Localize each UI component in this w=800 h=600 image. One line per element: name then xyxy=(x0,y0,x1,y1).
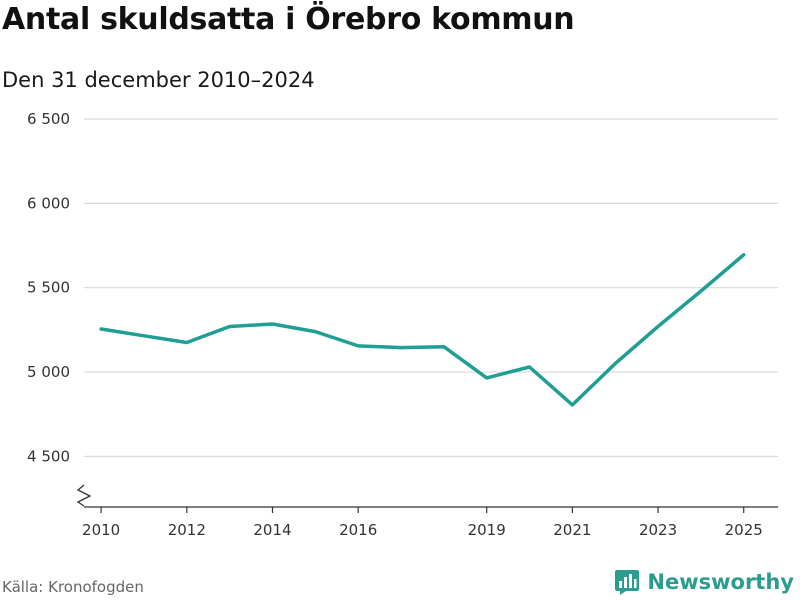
brand-logo: Newsworthy xyxy=(614,568,794,596)
x-tick-label: 2012 xyxy=(168,521,206,539)
chart-subtitle: Den 31 december 2010–2024 xyxy=(2,68,315,92)
source-note: Källa: Kronofogden xyxy=(2,578,144,596)
y-axis-break-icon xyxy=(76,484,92,507)
x-tick-label: 2014 xyxy=(253,521,291,539)
x-tick-label: 2025 xyxy=(725,521,763,539)
series-line xyxy=(99,253,746,407)
newsworthy-logo-icon xyxy=(615,570,640,595)
x-tick-label: 2010 xyxy=(82,521,120,539)
y-tick-label: 5 500 xyxy=(27,279,70,297)
x-tick-label: 2019 xyxy=(468,521,506,539)
y-tick-label: 4 500 xyxy=(27,447,70,465)
chart-title: Antal skuldsatta i Örebro kommun xyxy=(2,2,575,37)
y-tick-label: 6 500 xyxy=(27,110,70,128)
y-tick-label: 6 000 xyxy=(27,194,70,212)
brand-name: Newsworthy xyxy=(647,570,794,594)
x-tick-label: 2023 xyxy=(639,521,677,539)
y-tick-label: 5 000 xyxy=(27,363,70,381)
x-tick-label: 2016 xyxy=(339,521,377,539)
x-tick-label: 2021 xyxy=(553,521,591,539)
